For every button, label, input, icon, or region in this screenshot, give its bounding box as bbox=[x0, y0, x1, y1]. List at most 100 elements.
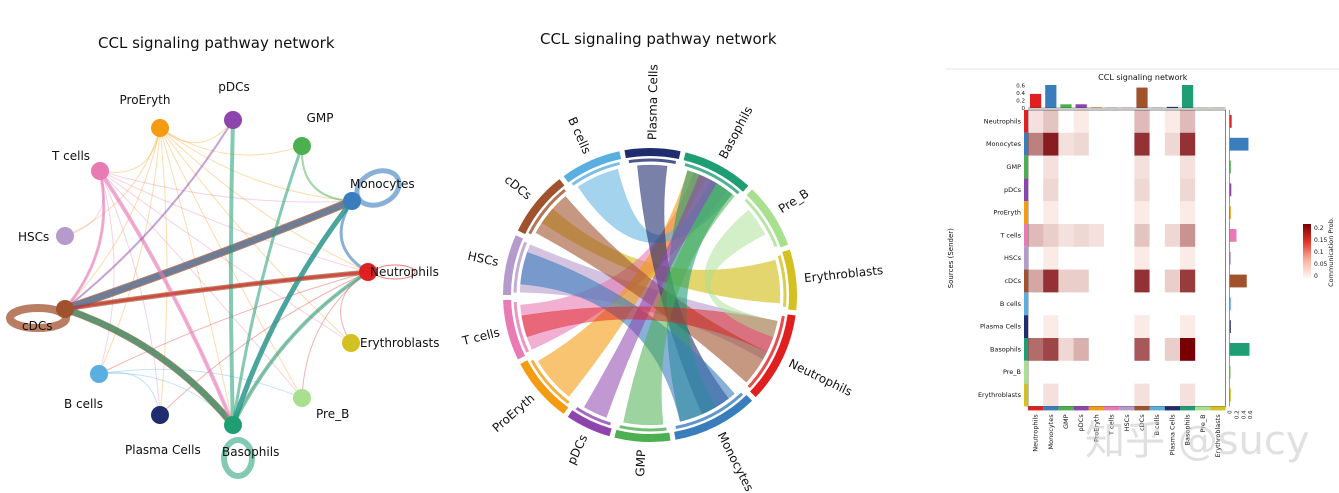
heatmap-cell bbox=[1028, 132, 1044, 156]
network-edge bbox=[159, 127, 234, 426]
heatmap-cell bbox=[1180, 269, 1196, 293]
col-color-strip bbox=[1043, 406, 1059, 411]
heatmap-cell bbox=[1104, 155, 1120, 179]
network-node bbox=[342, 334, 360, 352]
heatmap-cell bbox=[1028, 383, 1044, 407]
network-edge bbox=[98, 371, 161, 416]
heatmap-cell bbox=[1119, 338, 1135, 362]
heatmap-title: CCL signaling network bbox=[1098, 73, 1188, 82]
heatmap-cell bbox=[1073, 360, 1090, 384]
heatmap-cell bbox=[1149, 132, 1166, 156]
heatmap-cell bbox=[1210, 292, 1226, 316]
circle-network-panel: CCL signaling pathway network ProEryth pD… bbox=[0, 0, 445, 493]
heatmap-cell bbox=[1043, 383, 1059, 407]
network-edge bbox=[301, 271, 369, 399]
heatmap-cell bbox=[1088, 383, 1105, 407]
heatmap-cell bbox=[1149, 201, 1166, 225]
chord-sector-inner-arc bbox=[777, 255, 787, 307]
heatmap-cell bbox=[1104, 269, 1120, 293]
chord-sector-inner-arc bbox=[744, 198, 778, 248]
heatmap-cell bbox=[1164, 360, 1181, 384]
chord-sector-label: Erythroblasts bbox=[803, 263, 883, 285]
heatmap-cell bbox=[1134, 132, 1150, 156]
heatmap-cell bbox=[1195, 110, 1211, 134]
network-node-label: B cells bbox=[64, 397, 103, 411]
heatmap-cell bbox=[1119, 246, 1135, 270]
network-edge bbox=[98, 127, 161, 375]
row-color-strip bbox=[1024, 383, 1028, 407]
heatmap-cell bbox=[1104, 383, 1120, 407]
heatmap-cell bbox=[1104, 360, 1120, 384]
heatmap-cell bbox=[1149, 110, 1166, 134]
heatmap-cell bbox=[1088, 315, 1105, 339]
heatmap-cell bbox=[1180, 201, 1196, 225]
heatmap-cell bbox=[1043, 338, 1059, 362]
chord-sector-arc bbox=[563, 151, 622, 183]
heatmap-cell bbox=[1028, 178, 1044, 202]
row-label: ProEryth bbox=[993, 209, 1021, 217]
heatmap-cell bbox=[1043, 201, 1059, 225]
right-axis-tick: 0.6 bbox=[1248, 410, 1254, 419]
heatmap-cell bbox=[1043, 315, 1059, 339]
colorbar-tick: 0.2 bbox=[1314, 225, 1324, 232]
heatmap-cell bbox=[1180, 132, 1196, 156]
right-bar bbox=[1229, 251, 1231, 265]
heatmap-cell bbox=[1134, 360, 1150, 384]
colorbar-tick: 0.1 bbox=[1314, 249, 1324, 256]
chord-sector-arc bbox=[517, 179, 565, 235]
heatmap-cell bbox=[1180, 110, 1196, 134]
heatmap-cell bbox=[1210, 132, 1226, 156]
heatmap-cell bbox=[1180, 155, 1196, 179]
heatmap-cell bbox=[1210, 246, 1226, 270]
col-color-strip bbox=[1164, 406, 1180, 411]
heatmap-cell bbox=[1180, 292, 1196, 316]
heatmap-cell bbox=[1058, 315, 1074, 339]
network-edge bbox=[63, 270, 370, 311]
top-axis-tick: 0.4 bbox=[1016, 91, 1025, 97]
chord-sector-label: Plasma Cells bbox=[645, 64, 660, 140]
right-bar bbox=[1229, 229, 1237, 242]
chord-sector-label: cDCs bbox=[502, 172, 534, 202]
network-node bbox=[56, 300, 74, 318]
heatmap-cell bbox=[1119, 132, 1135, 156]
network-edge bbox=[159, 119, 234, 144]
heatmap-cell bbox=[1073, 132, 1090, 156]
heatmap-cell bbox=[1210, 201, 1226, 225]
heatmap-cell bbox=[1028, 110, 1044, 134]
heatmap-cell bbox=[1164, 178, 1181, 202]
col-label: Monocytes bbox=[1047, 414, 1055, 450]
network-edges bbox=[61, 118, 371, 429]
heatmap-cell bbox=[1119, 292, 1135, 316]
network-node bbox=[224, 111, 242, 129]
network-node bbox=[224, 416, 242, 434]
heatmap-cell bbox=[1134, 178, 1150, 202]
network-node-label: HSCs bbox=[18, 230, 49, 244]
heatmap-cell bbox=[1134, 383, 1150, 407]
colorbar-tick: 0.15 bbox=[1314, 237, 1328, 244]
chord-sector-inner-arc bbox=[575, 406, 611, 426]
col-label: ProEryth bbox=[1092, 414, 1100, 442]
chord-sector-arc bbox=[503, 235, 524, 296]
heatmap-cell bbox=[1088, 178, 1105, 202]
heatmap-cell bbox=[1195, 155, 1211, 179]
chord-sector-label: Monocytes bbox=[715, 430, 757, 493]
heatmap-cell bbox=[1180, 178, 1196, 202]
heatmap-cell bbox=[1058, 360, 1074, 384]
heatmap-cell bbox=[1073, 201, 1090, 225]
row-color-strip bbox=[1024, 132, 1028, 156]
row-color-strip bbox=[1024, 315, 1028, 338]
network-node bbox=[90, 365, 108, 383]
chord-sector-label: B cells bbox=[565, 115, 594, 156]
top-bar bbox=[1166, 106, 1178, 108]
row-color-strip bbox=[1024, 110, 1028, 133]
heatmap-cell bbox=[1195, 292, 1211, 316]
heatmap-cell bbox=[1164, 383, 1181, 407]
heatmap-cell bbox=[1164, 315, 1181, 339]
heatmap-cell bbox=[1073, 155, 1090, 179]
heatmap-cell bbox=[1028, 315, 1044, 339]
top-bar bbox=[1090, 107, 1102, 108]
heatmap-cell bbox=[1195, 383, 1211, 407]
chord-sector-arc bbox=[520, 360, 569, 414]
heatmap-cell bbox=[1210, 110, 1226, 134]
network-edge bbox=[62, 198, 355, 312]
